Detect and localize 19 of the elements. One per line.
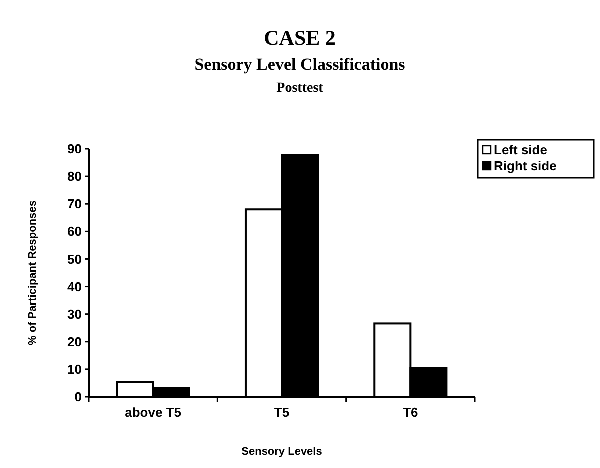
y-tick-label: 20 bbox=[68, 334, 82, 350]
y-tick-label: 50 bbox=[68, 252, 82, 267]
y-tick-label: 40 bbox=[68, 279, 82, 294]
y-tick-label: 60 bbox=[68, 224, 82, 240]
x-axis-title: Sensory Levels bbox=[242, 446, 322, 458]
y-tick-label: 0 bbox=[74, 390, 82, 405]
y-axis-title: % of Participant Responses bbox=[27, 200, 39, 346]
x-tick-label: T6 bbox=[403, 405, 418, 420]
y-tick-label: 80 bbox=[68, 169, 82, 184]
legend-label: Left side bbox=[494, 142, 548, 158]
x-tick-label: above T5 bbox=[125, 405, 182, 420]
y-tick-label: 30 bbox=[68, 306, 82, 322]
y-tick-label: 70 bbox=[68, 196, 82, 212]
y-tick-label: 10 bbox=[68, 362, 82, 377]
chart-title: CASE 2 bbox=[264, 26, 336, 50]
legend-label: Right side bbox=[494, 158, 557, 174]
chart-subtitle: Sensory Level Classifications Posttest bbox=[194, 55, 406, 96]
y-tick-label: 90 bbox=[68, 142, 82, 157]
x-tick-label: T5 bbox=[274, 405, 290, 420]
